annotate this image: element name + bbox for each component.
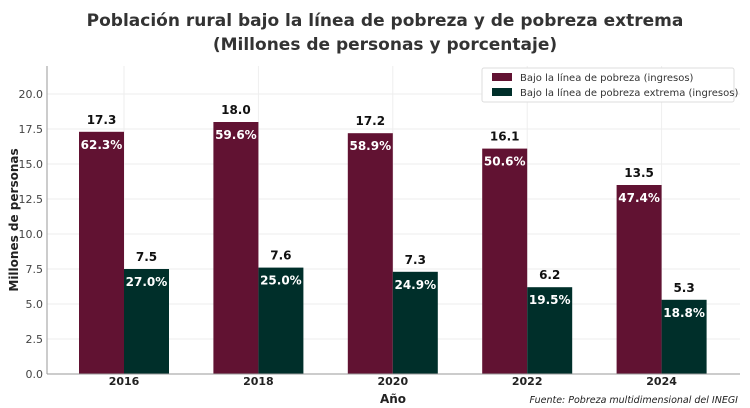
value-label: 17.3 (87, 113, 117, 127)
value-label: 7.3 (405, 253, 426, 267)
bar-pobreza-extrema-2024 (661, 299, 707, 374)
bar-pobreza-2024 (616, 185, 662, 374)
percent-label: 27.0% (126, 275, 168, 289)
chart-title: Población rural bajo la línea de pobreza… (87, 11, 684, 31)
y-tick-label: 7.5 (26, 263, 44, 276)
value-label: 7.6 (270, 249, 291, 263)
y-tick-label: 20.0 (19, 88, 44, 101)
bar-pobreza-2016 (79, 131, 124, 374)
legend-label-pobreza: Bajo la línea de pobreza (ingresos) (520, 72, 694, 84)
percent-label: 58.9% (349, 139, 391, 153)
bar-pobreza-2018 (213, 122, 259, 374)
chart-subtitle: (Millones de personas y porcentaje) (213, 35, 557, 55)
x-axis-ticks: 2016 2018 2020 2022 2024 (109, 375, 678, 388)
bars: 17.3 62.3% 7.5 27.0% 18.0 59.6% 7.6 25.0% 17.2 58… (79, 103, 707, 374)
percent-label: 59.6% (215, 128, 257, 142)
y-tick-label: 12.5 (19, 193, 44, 206)
percent-label: 25.0% (260, 274, 302, 288)
legend-swatch-pobreza-extrema (492, 88, 512, 96)
x-axis-label: Año (380, 392, 406, 406)
percent-label: 62.3% (81, 138, 123, 152)
x-tick-label: 2024 (646, 375, 677, 388)
value-label: 7.5 (136, 250, 157, 264)
y-tick-label: 0.0 (26, 368, 44, 381)
bar-pobreza-2022 (482, 148, 528, 374)
percent-label: 50.6% (484, 155, 526, 169)
bar-pobreza-extrema-2018 (258, 267, 304, 374)
value-label: 17.2 (355, 114, 385, 128)
percent-label: 18.8% (663, 306, 705, 320)
bar-pobreza-extrema-2020 (392, 271, 438, 374)
y-tick-label: 15.0 (19, 158, 44, 171)
percent-label: 19.5% (529, 293, 571, 307)
x-tick-label: 2020 (377, 375, 408, 388)
value-label: 5.3 (673, 281, 694, 295)
y-tick-label: 17.5 (19, 123, 44, 136)
source-note: Fuente: Pobreza multidimensional del INE… (530, 395, 739, 406)
value-label: 6.2 (539, 268, 560, 282)
percent-label: 24.9% (394, 278, 436, 292)
bar-pobreza-extrema-2022 (527, 287, 573, 374)
legend-label-pobreza-extrema: Bajo la línea de pobreza extrema (ingres… (520, 87, 738, 99)
y-tick-label: 2.5 (26, 333, 44, 346)
y-tick-label: 10.0 (19, 228, 44, 241)
value-label: 18.0 (221, 103, 251, 117)
x-tick-label: 2018 (243, 375, 274, 388)
y-tick-label: 5.0 (26, 298, 44, 311)
bar-pobreza-2020 (347, 133, 393, 374)
bar-pobreza-extrema-2016 (124, 269, 169, 374)
x-tick-label: 2016 (109, 375, 140, 388)
legend-swatch-pobreza (492, 73, 512, 81)
value-label: 13.5 (624, 166, 654, 180)
y-axis-label: Millones de personas (7, 148, 21, 291)
legend: Bajo la línea de pobreza (ingresos) Bajo… (481, 67, 738, 103)
y-axis-ticks: 0.0 2.5 5.0 7.5 10.0 12.5 15.0 17.5 20.0 (19, 88, 44, 381)
value-label: 16.1 (490, 130, 520, 144)
percent-label: 47.4% (618, 191, 660, 205)
x-tick-label: 2022 (512, 375, 543, 388)
